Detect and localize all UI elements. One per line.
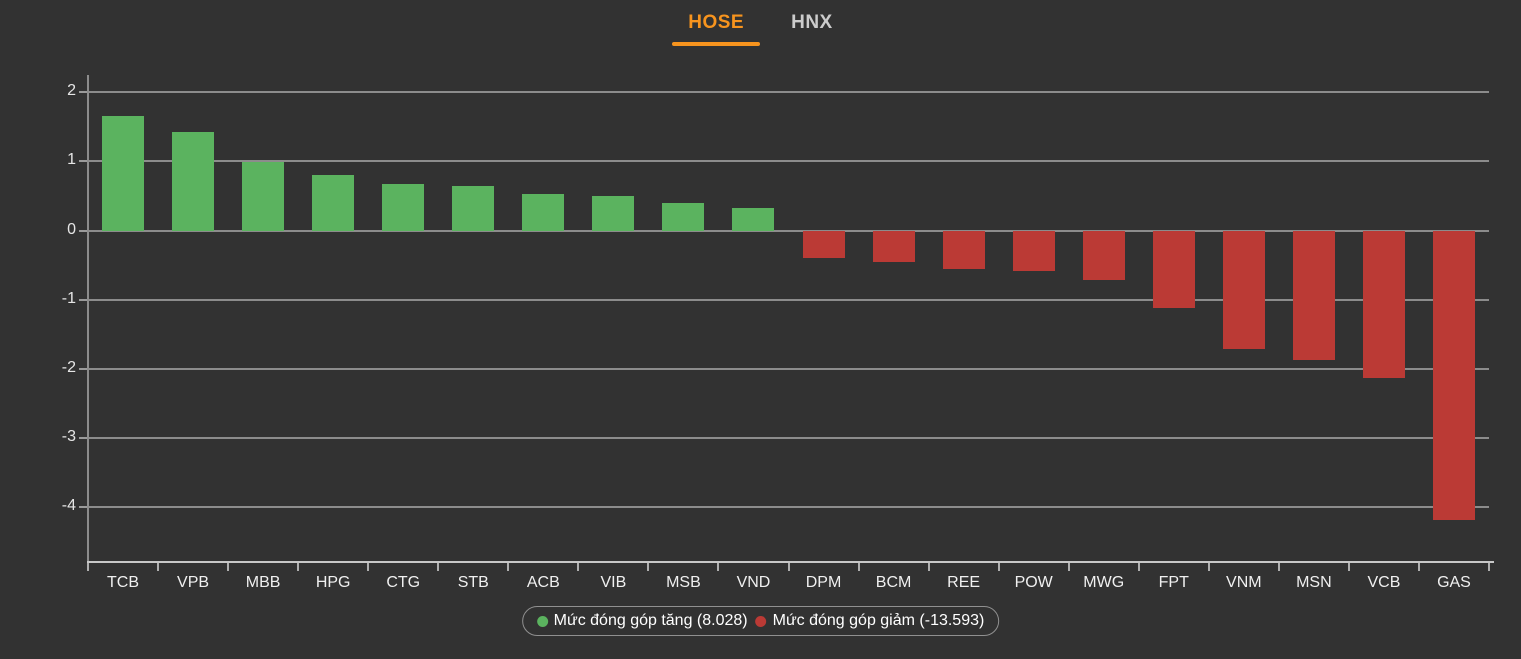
bar-mbb xyxy=(242,162,285,231)
bar-stb xyxy=(452,186,495,231)
y-axis-tick xyxy=(79,298,89,301)
gridline-y--1 xyxy=(88,298,1489,301)
bar-msn xyxy=(1292,230,1335,360)
x-axis-tick xyxy=(927,563,930,571)
x-axis-tick xyxy=(507,563,510,571)
x-axis-label-vpb: VPB xyxy=(177,574,210,591)
tab-hose[interactable]: HOSE xyxy=(672,6,760,46)
x-axis-tick xyxy=(647,563,650,571)
legend-item-increase[interactable]: Mức đóng góp tăng (8.028) xyxy=(536,612,748,630)
x-axis-label-fpt: FPT xyxy=(1158,574,1189,591)
x-axis-label-hpg: HPG xyxy=(315,574,351,591)
x-axis-label-msb: MSB xyxy=(666,574,701,591)
x-axis-tick xyxy=(437,563,440,571)
y-axis-tick xyxy=(79,436,89,439)
bar-gas xyxy=(1432,230,1475,521)
x-axis-label-gas: GAS xyxy=(1437,574,1471,591)
y-axis-label: -4 xyxy=(61,497,76,515)
bar-bcm xyxy=(872,230,915,262)
x-axis-tick xyxy=(1207,563,1210,571)
x-axis-tick xyxy=(997,563,1000,571)
bar-ree xyxy=(942,230,985,269)
x-axis-label-mwg: MWG xyxy=(1083,574,1125,591)
x-axis-label-bcm: BCM xyxy=(875,574,912,591)
x-axis-tick xyxy=(1277,563,1280,571)
x-axis-label-acb: ACB xyxy=(526,574,560,591)
y-axis-tick xyxy=(79,506,89,509)
x-axis-tick xyxy=(717,563,720,571)
x-axis-tick xyxy=(857,563,860,571)
x-axis-label-vnm: VNM xyxy=(1226,574,1262,591)
bar-ctg xyxy=(382,184,425,231)
gridline-y-0 xyxy=(88,229,1489,232)
x-axis-tick xyxy=(1417,563,1420,571)
x-axis-label-pow: POW xyxy=(1014,574,1053,591)
y-axis-tick xyxy=(79,367,89,370)
x-axis-label-dpm: DPM xyxy=(805,574,842,591)
y-axis-label: -1 xyxy=(61,289,76,307)
x-axis-label-vib: VIB xyxy=(600,574,627,591)
exchange-tabs: HOSE HNX xyxy=(0,6,1521,46)
decrease-dot-icon xyxy=(755,615,767,627)
y-axis-label: 0 xyxy=(67,220,76,238)
y-axis-line xyxy=(87,75,89,561)
gridline-y--4 xyxy=(88,506,1489,509)
legend-label-increase: Mức đóng góp tăng (8.028) xyxy=(553,612,748,629)
x-axis-label-msn: MSN xyxy=(1296,574,1332,591)
x-axis-tick xyxy=(1488,563,1490,571)
bar-vpb xyxy=(172,132,215,231)
gridline-y--2 xyxy=(88,367,1489,370)
gridline-y--3 xyxy=(88,436,1489,439)
x-axis-label-tcb: TCB xyxy=(107,574,140,591)
y-axis-label: 1 xyxy=(67,151,76,169)
x-axis-label-mbb: MBB xyxy=(245,574,281,591)
x-axis-label-vnd: VND xyxy=(736,574,771,591)
bar-fpt xyxy=(1152,230,1195,308)
x-axis-tick xyxy=(227,563,230,571)
x-axis-tick xyxy=(1137,563,1140,571)
bar-vcb xyxy=(1362,230,1405,379)
x-axis-line xyxy=(87,561,1494,563)
bar-vnd xyxy=(732,207,775,231)
chart-legend: Mức đóng góp tăng (8.028) Mức đóng góp g… xyxy=(521,606,1000,636)
gridline-y-1 xyxy=(88,160,1489,163)
gridline-y-2 xyxy=(88,91,1489,94)
tab-hnx[interactable]: HNX xyxy=(791,12,833,33)
x-axis-tick xyxy=(367,563,370,571)
x-axis-tick xyxy=(1067,563,1070,571)
x-axis-label-ctg: CTG xyxy=(386,574,421,591)
x-axis-tick xyxy=(577,563,580,571)
bar-pow xyxy=(1012,230,1055,272)
y-axis-label: -3 xyxy=(61,427,76,445)
x-axis-label-ree: REE xyxy=(947,574,981,591)
y-axis-tick xyxy=(79,229,89,232)
bar-msb xyxy=(662,202,705,231)
x-axis-label-vcb: VCB xyxy=(1367,574,1401,591)
x-axis-tick xyxy=(787,563,790,571)
legend-item-decrease[interactable]: Mức đóng góp giảm (-13.593) xyxy=(755,612,985,630)
increase-dot-icon xyxy=(536,615,548,627)
bar-acb xyxy=(522,193,565,231)
x-axis-tick xyxy=(87,563,89,571)
x-axis-tick xyxy=(1347,563,1350,571)
legend-label-decrease: Mức đóng góp giảm (-13.593) xyxy=(772,612,985,629)
y-axis-tick xyxy=(79,91,89,94)
bar-hpg xyxy=(312,174,355,231)
y-axis-tick xyxy=(79,160,89,163)
bar-mwg xyxy=(1082,230,1125,281)
bar-dpm xyxy=(802,230,845,259)
bar-vib xyxy=(592,195,635,231)
x-axis-label-stb: STB xyxy=(457,574,489,591)
y-axis-label: -2 xyxy=(61,358,76,376)
x-axis-tick xyxy=(297,563,300,571)
bar-vnm xyxy=(1222,230,1265,350)
bar-tcb xyxy=(102,116,145,231)
x-axis-tick xyxy=(157,563,160,571)
y-axis-label: 2 xyxy=(67,82,76,100)
